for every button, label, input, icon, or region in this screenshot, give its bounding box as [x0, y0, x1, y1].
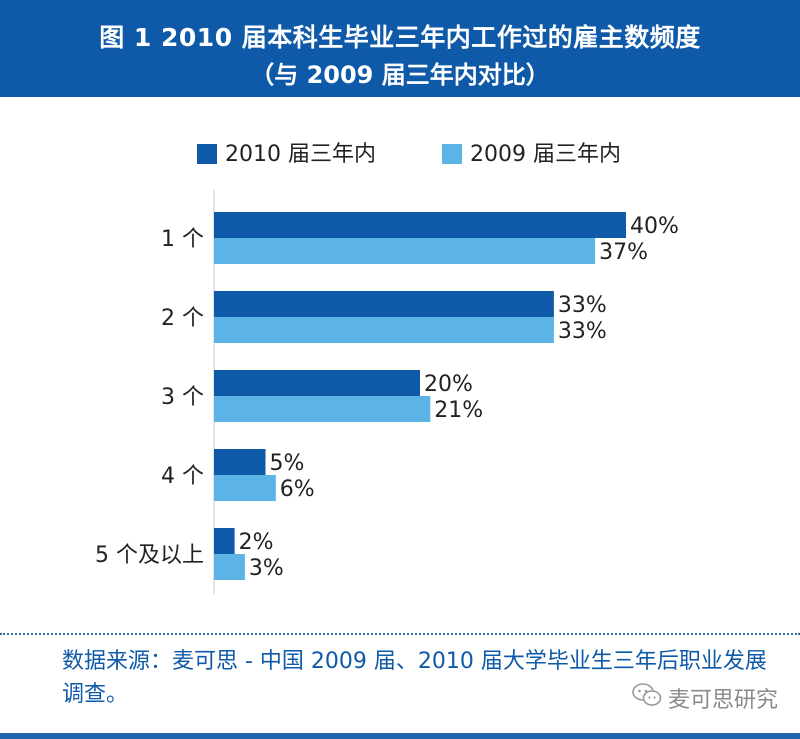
bar-2009: [214, 554, 245, 580]
category-label: 1 个: [161, 227, 204, 252]
bar-2010: [214, 291, 554, 317]
bar-2009: [214, 396, 431, 422]
legend-label-2009: 2009 届三年内: [470, 142, 621, 167]
category-label: 5 个及以上: [95, 543, 204, 568]
title-banner: 图 1 2010 届本科生毕业三年内工作过的雇主数频度 （与 2009 届三年内…: [0, 0, 800, 97]
watermark-text: 麦可思研究: [667, 688, 778, 713]
category-label: 3 个: [161, 385, 204, 410]
bottom-rule: [0, 733, 800, 739]
legend-swatch-2009: [442, 144, 462, 164]
legend-swatch-2010: [197, 144, 217, 164]
bar-chart: 1 个 40%37% 2 个 33%33% 3 个 20%21% 4 个 5%6% 5 个及以上…: [95, 190, 679, 594]
bar-2010: [214, 212, 626, 238]
watermark: 麦可思研究: [632, 682, 778, 718]
data-source-note: 数据来源：麦可思 - 中国 2009 届、2010 届大学毕业生三年后职业发展调…: [62, 649, 767, 707]
wechat-icon: [632, 682, 662, 720]
data-label: 21%: [434, 398, 483, 423]
data-label: 20%: [424, 372, 473, 397]
data-label: 3%: [249, 556, 284, 581]
legend-label-2010: 2010 届三年内: [225, 142, 376, 167]
data-label: 33%: [558, 293, 607, 318]
data-label: 6%: [280, 477, 315, 502]
chart-subtitle: （与 2009 届三年内对比）: [250, 61, 550, 89]
bar-2009: [214, 317, 554, 343]
data-label: 5%: [270, 451, 305, 476]
bar-2010: [214, 528, 235, 554]
category-label: 2 个: [161, 306, 204, 331]
data-label: 2%: [239, 530, 274, 555]
bar-2010: [214, 449, 266, 475]
category-label: 4 个: [161, 464, 204, 489]
footer-divider: [0, 633, 800, 635]
bar-2009: [214, 475, 276, 501]
data-label: 33%: [558, 319, 607, 344]
legend: 2010 届三年内 2009 届三年内: [0, 140, 800, 172]
bar-2010: [214, 370, 420, 396]
data-label: 40%: [630, 214, 679, 239]
chart-title: 图 1 2010 届本科生毕业三年内工作过的雇主数频度: [99, 23, 701, 52]
data-label: 37%: [599, 240, 648, 265]
bar-2009: [214, 238, 596, 264]
